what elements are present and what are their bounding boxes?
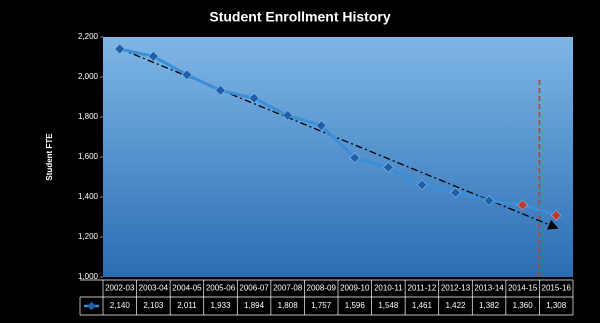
- table-value: 1,422: [445, 301, 466, 310]
- x-tick-label: 2008-09: [307, 284, 337, 293]
- data-point: [550, 210, 562, 221]
- x-tick-label: 2013-14: [474, 284, 504, 293]
- x-tick-label: 2002-03: [105, 284, 135, 293]
- data-point: [148, 51, 159, 62]
- x-tick-label: 2012-13: [441, 284, 471, 293]
- x-tick-label: 2009-10: [340, 284, 370, 293]
- plot-area: [103, 37, 573, 277]
- x-tick-label: 2004-05: [172, 284, 202, 293]
- table-value: 2,140: [110, 301, 131, 310]
- x-tick-label: 2006-07: [239, 284, 269, 293]
- table-value: 1,548: [378, 301, 399, 310]
- data-point: [349, 152, 361, 164]
- data-point: [215, 85, 226, 96]
- x-tick-label: 2015-16: [542, 284, 572, 293]
- table-value: 1,308: [546, 301, 567, 310]
- data-point: [483, 195, 495, 206]
- table-value: 1,461: [412, 301, 433, 310]
- data-point: [181, 69, 193, 81]
- data-point: [282, 110, 293, 121]
- table-value: 2,103: [143, 301, 164, 310]
- y-tick-label: 1,800: [78, 112, 99, 121]
- y-tick-label: 2,000: [78, 72, 99, 81]
- chart-title: Student Enrollment History: [209, 9, 390, 25]
- table-value: 1,808: [278, 301, 299, 310]
- table-value: 1,360: [513, 301, 534, 310]
- data-point: [248, 92, 260, 104]
- x-tick-label: 2005-06: [206, 284, 236, 293]
- y-axis-label: Student FTE: [45, 133, 54, 181]
- x-tick-label: 2007-08: [273, 284, 303, 293]
- table-value: 1,596: [345, 301, 366, 310]
- y-tick-label: 2,200: [78, 32, 99, 41]
- table-value: 1,933: [210, 301, 231, 310]
- y-tick-label: 1,200: [78, 232, 99, 241]
- table-value: 1,382: [479, 301, 500, 310]
- data-point: [114, 43, 126, 55]
- data-point: [315, 120, 327, 131]
- x-tick-label: 2011-12: [408, 284, 437, 293]
- data-point: [450, 187, 461, 198]
- y-tick-label: 1,000: [78, 272, 99, 281]
- y-tick-label: 1,600: [78, 152, 99, 161]
- data-point: [517, 199, 528, 211]
- data-point: [416, 179, 428, 191]
- x-tick-label: 2010-11: [374, 284, 403, 293]
- data-line: [119, 47, 557, 217]
- table-value: 1,894: [244, 301, 265, 310]
- legend-key-marker: [87, 301, 96, 311]
- data-point: [383, 162, 394, 173]
- table-value: 1,757: [311, 301, 332, 310]
- table-value: 2,011: [177, 301, 197, 310]
- y-tick-label: 1,400: [78, 192, 99, 201]
- x-tick-label: 2003-04: [139, 284, 169, 293]
- x-tick-label: 2014-15: [508, 284, 538, 293]
